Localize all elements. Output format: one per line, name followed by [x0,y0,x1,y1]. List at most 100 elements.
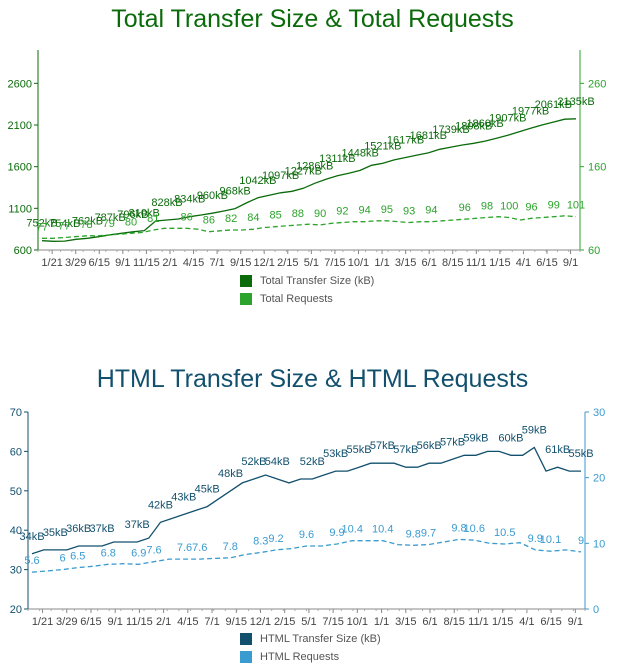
data-label-requests: 85 [270,210,282,222]
x-tick-label: 11/15 [133,257,160,269]
data-label-requests: 86 [203,215,215,227]
data-label-requests: 9 [578,535,584,547]
y-tick-label-left: 40 [10,525,22,537]
data-label-requests: 90 [314,208,326,220]
legend-item-requests[interactable]: Total Requests [240,290,374,308]
x-tick-label: 5/1 [301,616,316,628]
data-label-size: 2061kB [535,99,572,111]
x-tick-label: 4/15 [177,616,198,628]
x-tick-label: 12/1 [254,257,275,269]
data-label-requests: 7.8 [223,541,238,553]
data-label-requests: 82 [225,213,237,225]
y-tick-label-right: 260 [588,78,606,90]
x-tick-label: 9/1 [568,616,583,628]
y-tick-label-left: 2600 [8,78,32,90]
x-tick-label: 6/15 [540,616,561,628]
y-tick-label-left: 1600 [8,162,32,174]
x-tick-label: 11/15 [126,616,153,628]
x-tick-label: 1/1 [374,257,389,269]
legend-label: Total Requests [260,293,333,305]
data-label-size: 1042kB [239,175,276,187]
x-tick-label: 11/1 [466,257,487,269]
chart-title: Total Transfer Size & Total Requests [111,5,514,33]
y-tick-label-left: 30 [10,565,22,577]
data-label-size: 787kB [95,212,126,224]
data-label-size: 1860kB [466,118,503,130]
x-tick-label: 7/1 [209,257,224,269]
data-label-requests: 94 [359,205,371,217]
chart-legend: HTML Transfer Size (kB) HTML Requests [240,630,381,666]
data-label-size: 59kB [522,424,547,436]
x-tick-label: 9/15 [230,257,251,269]
data-label-size: 59kB [463,432,488,444]
data-label-requests: 9.8 [451,522,466,534]
data-label-size: 60kB [498,432,523,444]
series-line-size [41,118,577,242]
data-label-requests: 77 [58,221,70,233]
x-tick-label: 9/15 [226,616,247,628]
data-label-size: 57kB [393,444,418,456]
y-tick-label-left: 2100 [8,120,32,132]
series-line-requests [42,215,577,239]
data-label-size: 1227kB [285,165,322,177]
x-tick-label: 4/1 [519,616,534,628]
data-label-requests: 8.3 [253,536,268,548]
chart-title: HTML Transfer Size & HTML Requests [96,365,529,393]
data-label-size: 52kB [241,456,266,468]
data-label-size: 1286kB [296,160,333,172]
data-label-size: 55kB [568,448,593,460]
legend-swatch [240,293,252,305]
data-label-requests: 80 [125,216,137,228]
x-tick-label: 2/15 [274,616,295,628]
data-label-requests: 9.2 [268,533,283,545]
x-tick-label: 11/1 [468,616,489,628]
data-label-requests: 9.8 [406,528,421,540]
x-tick-label: 3/29 [65,257,86,269]
data-label-requests: 101 [567,200,585,212]
y-tick-label-right: 10 [593,538,605,550]
data-label-requests: 94 [425,205,437,217]
data-label-requests: 10.1 [540,534,561,546]
data-label-requests: 86 [181,211,193,223]
data-label-size: 61kB [545,444,570,456]
data-label-size: 754kB [49,218,80,230]
data-label-size: 55kB [347,444,372,456]
legend-item-transfer-size[interactable]: Total Transfer Size (kB) [240,272,374,290]
legend-item-html-requests[interactable]: HTML Requests [240,648,381,666]
legend-item-html-transfer-size[interactable]: HTML Transfer Size (kB) [240,630,381,648]
data-label-requests: 7.6 [177,542,192,554]
y-tick-label-right: 160 [588,162,606,174]
data-label-requests: 5.6 [24,555,39,567]
x-tick-label: 1/21 [41,257,62,269]
y-tick-label-right: 30 [593,407,605,419]
y-tick-label-right: 20 [593,473,605,485]
data-label-size: 57kB [440,436,465,448]
data-label-size: 834kB [174,194,205,206]
x-tick-label: 6/15 [80,616,101,628]
x-tick-label: 7/15 [322,616,343,628]
data-label-size: 57kB [370,440,395,452]
y-tick-label-left: 600 [14,245,32,257]
data-label-size: 37kB [125,519,150,531]
data-label-size: 42kB [148,499,173,511]
data-label-requests: 10.4 [372,524,393,536]
y-tick-label-left: 20 [10,604,22,616]
data-label-size: 752kB [26,218,57,230]
legend-swatch [240,633,252,645]
data-label-requests: 9.9 [528,533,543,545]
data-label-requests: 79 [103,218,115,230]
series-line-size [31,446,581,555]
data-label-size: 35kB [43,527,68,539]
data-label-size: 56kB [417,440,442,452]
x-tick-label: 9/1 [563,257,578,269]
legend-label: Total Transfer Size (kB) [260,275,375,287]
series-line-requests [31,538,582,573]
y-tick-label-right: 0 [593,604,599,616]
x-tick-label: 12/1 [250,616,271,628]
data-label-requests: 9.9 [329,527,344,539]
data-label-requests: 9.6 [299,529,314,541]
legend-label: HTML Transfer Size (kB) [260,633,381,645]
x-tick-label: 7/15 [324,257,345,269]
data-label-requests: 96 [525,201,537,213]
